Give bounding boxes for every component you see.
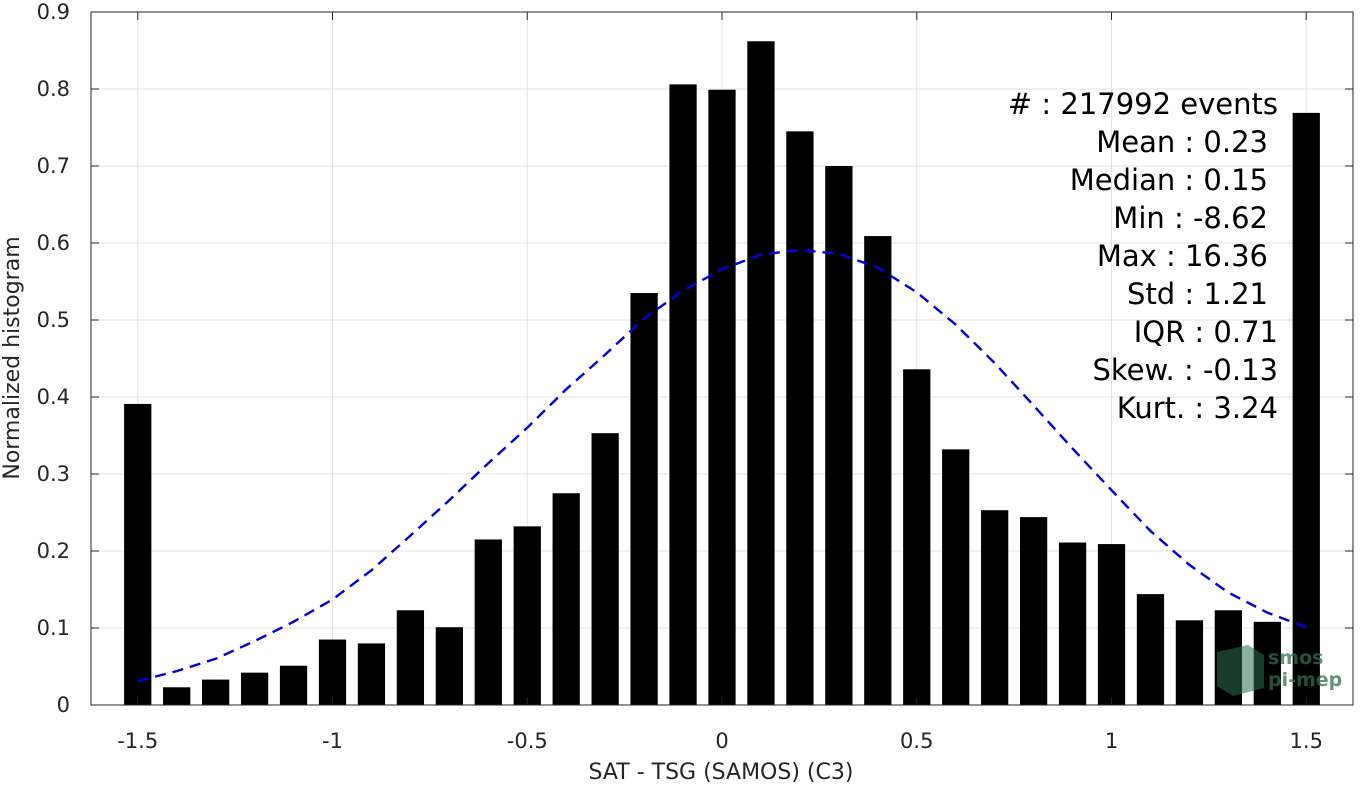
stat-line-2: Median : 0.15 — [1070, 163, 1268, 197]
normal-fit-curve — [137, 248, 1307, 683]
bar-24 — [1058, 542, 1087, 705]
y-tick-label-9: 0.9 — [37, 0, 70, 24]
bar-3 — [240, 672, 269, 705]
bar-0 — [124, 403, 152, 705]
bar-18 — [825, 166, 853, 705]
y-tick-label-8: 0.8 — [37, 77, 70, 101]
stats-box: # : 217992 events Mean : 0.23 Median : 0.1… — [1008, 87, 1278, 425]
smos-pimep-logo: smos pi-mep — [1217, 645, 1342, 696]
y-tick-label-2: 0.2 — [37, 539, 70, 563]
bar-10 — [513, 526, 541, 705]
bar-25 — [1097, 544, 1126, 705]
bar-17 — [786, 131, 814, 706]
x-axis-ticks: -1.5 -1 -0.5 0 0.5 1 1.5 — [117, 12, 1323, 753]
y-tick-label-0: 0 — [57, 693, 70, 717]
bar-30 — [1292, 112, 1320, 706]
stat-line-4: Max : 16.36 — [1097, 239, 1268, 273]
y-axis-ticks: 0 0.1 0.2 0.3 0.4 0.5 0.6 0.7 0.8 0.9 — [37, 0, 1353, 717]
bar-6 — [357, 643, 386, 705]
x-tick-label-5: 1 — [1105, 729, 1118, 753]
stat-line-6: IQR : 0.71 — [1134, 315, 1278, 349]
bar-26 — [1136, 594, 1165, 705]
y-tick-label-1: 0.1 — [37, 616, 70, 640]
stat-line-3: Min : -8.62 — [1113, 201, 1268, 235]
bar-27 — [1175, 620, 1204, 705]
stat-line-8: Kurt. : 3.24 — [1117, 391, 1278, 425]
bar-16 — [747, 41, 775, 705]
logo-mark-icon — [1217, 645, 1264, 696]
stat-line-5: Std : 1.21 — [1127, 277, 1268, 311]
y-tick-label-7: 0.7 — [37, 154, 70, 178]
bar-20 — [903, 369, 931, 705]
bar-9 — [474, 539, 502, 705]
bar-12 — [591, 433, 619, 705]
bar-23 — [1019, 517, 1048, 705]
logo-line2: pi-mep — [1268, 669, 1342, 691]
bar-8 — [435, 627, 463, 705]
bar-4 — [279, 665, 308, 705]
x-tick-label-3: 0 — [715, 729, 728, 753]
y-axis-label: Normalized histogram — [0, 236, 25, 479]
x-axis-label: SAT - TSG (SAMOS) (C3) — [589, 760, 854, 785]
x-tick-label-6: 1.5 — [1290, 729, 1323, 753]
bar-11 — [552, 493, 580, 705]
bar-1 — [163, 687, 191, 705]
y-tick-label-4: 0.4 — [37, 385, 70, 409]
bar-14 — [669, 84, 697, 705]
x-tick-label-1: -1 — [322, 729, 343, 753]
stat-line-1: Mean : 0.23 — [1096, 125, 1268, 159]
bar-21 — [942, 449, 970, 705]
x-tick-label-4: 0.5 — [900, 729, 933, 753]
bar-5 — [318, 639, 347, 705]
bar-15 — [708, 89, 736, 705]
bar-19 — [864, 236, 892, 705]
x-tick-label-0: -1.5 — [117, 729, 158, 753]
stat-line-7: Skew. : -0.13 — [1092, 353, 1278, 387]
y-tick-label-6: 0.6 — [37, 231, 70, 255]
y-tick-label-5: 0.5 — [37, 308, 70, 332]
x-tick-label-2: -0.5 — [507, 729, 548, 753]
y-tick-label-3: 0.3 — [37, 462, 70, 486]
bar-22 — [981, 510, 1009, 705]
stat-line-0: # : 217992 events — [1008, 87, 1278, 121]
bar-2 — [202, 679, 230, 705]
logo-line1: smos — [1268, 647, 1323, 669]
bar-7 — [396, 610, 425, 705]
bar-13 — [630, 293, 658, 705]
